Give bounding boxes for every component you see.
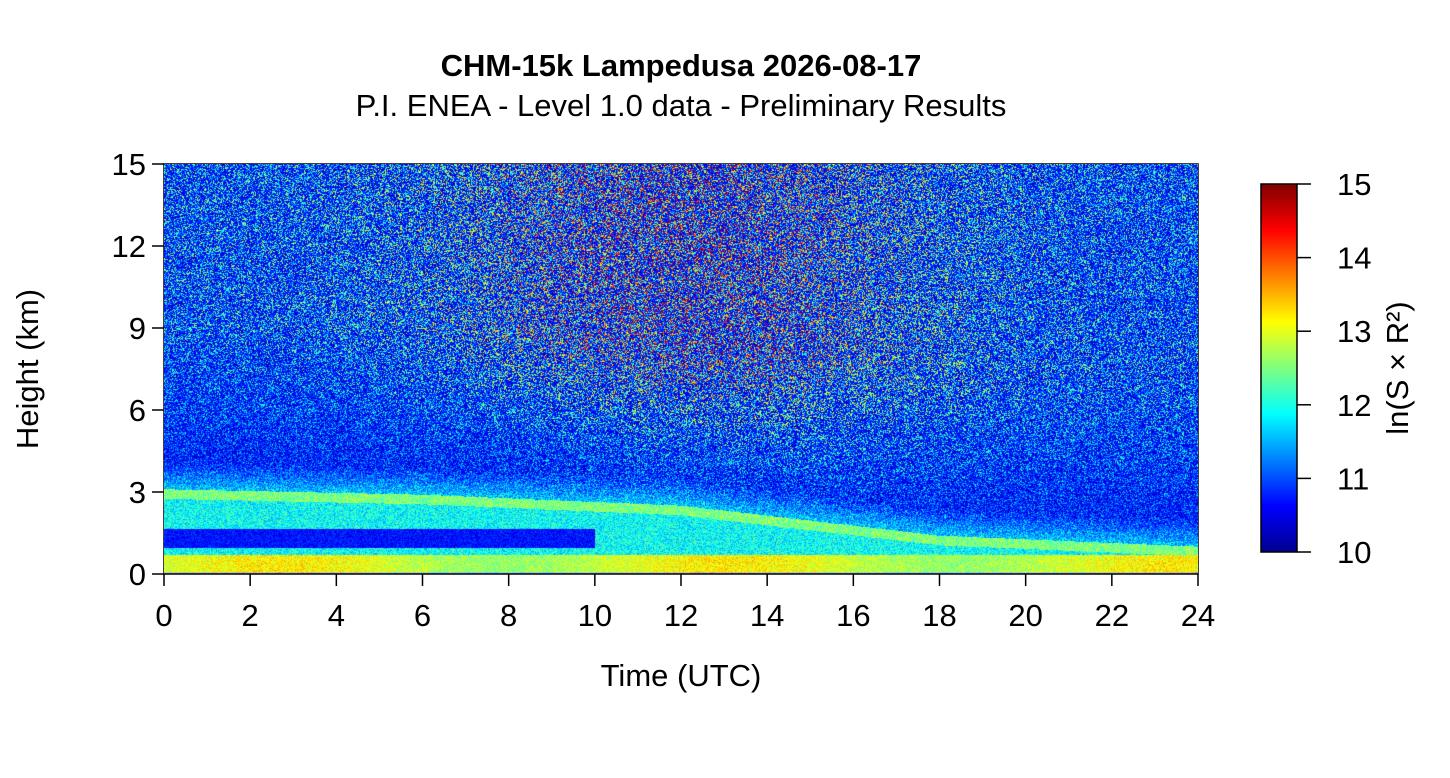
y-axis: 0 3 6 9 12 15 [112, 147, 164, 592]
x-tick-label: 0 [155, 598, 172, 633]
x-axis: 0 2 4 6 8 10 12 14 16 18 20 22 24 [155, 574, 1215, 633]
y-tick-label: 0 [129, 557, 146, 592]
x-tick-label: 2 [242, 598, 259, 633]
x-tick-label: 18 [922, 598, 956, 633]
colorbar [1260, 183, 1298, 553]
colorbar-tick-label: 15 [1337, 167, 1371, 202]
colorbar-tick-label: 14 [1337, 241, 1371, 276]
y-tick-label: 15 [112, 147, 146, 182]
colorbar-axis: 10 11 12 13 14 15 [1297, 167, 1371, 570]
y-tick-label: 9 [129, 311, 146, 346]
x-tick-label: 24 [1181, 598, 1215, 633]
x-tick-label: 14 [750, 598, 784, 633]
x-tick-label: 10 [578, 598, 612, 633]
x-axis-label: Time (UTC) [601, 658, 762, 693]
x-tick-label: 4 [328, 598, 345, 633]
colorbar-tick-label: 10 [1337, 535, 1371, 570]
x-tick-label: 16 [836, 598, 870, 633]
x-tick-label: 20 [1008, 598, 1042, 633]
colorbar-label: ln(S × R²) [1380, 301, 1415, 435]
chart-subtitle: P.I. ENEA - Level 1.0 data - Preliminary… [356, 88, 1007, 123]
y-tick-label: 12 [112, 229, 146, 264]
x-tick-label: 6 [414, 598, 431, 633]
chart-title: CHM-15k Lampedusa 2026-08-17 [441, 48, 922, 83]
colorbar-tick-label: 11 [1337, 461, 1369, 496]
colorbar-tick-label: 13 [1337, 314, 1371, 349]
colorbar-tick-label: 12 [1337, 388, 1371, 423]
backscatter-heatmap [164, 164, 1198, 574]
x-tick-label: 8 [500, 598, 517, 633]
x-tick-label: 12 [664, 598, 698, 633]
y-tick-label: 3 [129, 475, 146, 510]
y-tick-label: 6 [129, 393, 146, 428]
y-axis-label: Height (km) [10, 289, 45, 449]
x-tick-label: 22 [1095, 598, 1129, 633]
